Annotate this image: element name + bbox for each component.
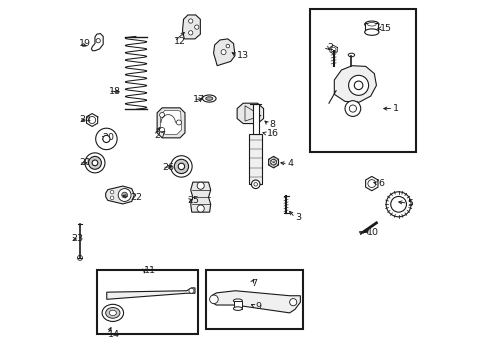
Ellipse shape xyxy=(109,310,117,316)
Ellipse shape xyxy=(233,299,243,302)
Polygon shape xyxy=(157,108,185,138)
Text: 15: 15 xyxy=(380,24,392,33)
Bar xyxy=(97,270,198,334)
Text: 7: 7 xyxy=(251,279,257,288)
Circle shape xyxy=(254,183,258,186)
Text: 3: 3 xyxy=(295,213,301,222)
Text: 12: 12 xyxy=(174,37,186,46)
Circle shape xyxy=(197,182,204,189)
Circle shape xyxy=(178,163,185,170)
Ellipse shape xyxy=(368,22,376,26)
Text: 4: 4 xyxy=(288,159,294,168)
Circle shape xyxy=(354,81,363,90)
Text: 21: 21 xyxy=(79,158,91,167)
Circle shape xyxy=(226,44,230,48)
Polygon shape xyxy=(214,39,235,66)
Circle shape xyxy=(197,205,204,212)
Circle shape xyxy=(118,189,131,202)
Circle shape xyxy=(160,112,165,117)
Text: 16: 16 xyxy=(267,129,278,138)
Circle shape xyxy=(251,180,260,189)
Circle shape xyxy=(189,31,193,35)
Text: 10: 10 xyxy=(367,228,378,237)
Ellipse shape xyxy=(202,95,216,102)
Ellipse shape xyxy=(102,304,123,321)
Circle shape xyxy=(176,120,181,125)
Circle shape xyxy=(77,255,82,260)
Circle shape xyxy=(110,196,114,200)
Bar xyxy=(249,134,262,184)
Circle shape xyxy=(89,157,101,169)
Text: 17: 17 xyxy=(193,95,205,104)
Polygon shape xyxy=(237,103,264,123)
Text: 27: 27 xyxy=(154,131,166,140)
Circle shape xyxy=(189,288,194,293)
Circle shape xyxy=(195,25,199,29)
Text: 9: 9 xyxy=(255,302,261,311)
Bar xyxy=(206,270,303,329)
Circle shape xyxy=(210,295,218,303)
Bar xyxy=(234,301,242,309)
Text: 25: 25 xyxy=(187,196,199,205)
Text: 11: 11 xyxy=(144,266,156,275)
Circle shape xyxy=(89,116,96,123)
Polygon shape xyxy=(212,291,300,313)
Circle shape xyxy=(290,298,297,306)
Text: 24: 24 xyxy=(79,116,91,125)
Text: 5: 5 xyxy=(408,199,414,208)
Circle shape xyxy=(96,128,117,150)
Circle shape xyxy=(189,19,193,23)
Circle shape xyxy=(270,159,276,165)
Circle shape xyxy=(85,153,105,173)
Circle shape xyxy=(349,105,356,112)
Circle shape xyxy=(92,160,98,166)
Text: 14: 14 xyxy=(107,330,120,339)
Text: 23: 23 xyxy=(72,234,84,243)
Polygon shape xyxy=(191,182,211,212)
Text: 6: 6 xyxy=(378,179,384,188)
Text: 8: 8 xyxy=(269,120,275,129)
Polygon shape xyxy=(107,288,195,299)
Text: 13: 13 xyxy=(237,51,249,60)
Polygon shape xyxy=(182,15,200,39)
Polygon shape xyxy=(161,111,181,134)
Ellipse shape xyxy=(206,97,213,100)
Circle shape xyxy=(331,47,336,52)
Circle shape xyxy=(122,192,127,198)
Circle shape xyxy=(345,101,361,116)
Bar xyxy=(253,104,259,134)
Ellipse shape xyxy=(233,307,243,310)
Text: 20: 20 xyxy=(102,133,114,142)
Circle shape xyxy=(174,159,189,174)
Ellipse shape xyxy=(348,53,355,57)
Ellipse shape xyxy=(365,29,379,35)
Circle shape xyxy=(103,135,110,143)
Circle shape xyxy=(171,156,192,177)
Text: 26: 26 xyxy=(162,163,174,172)
Ellipse shape xyxy=(106,307,120,318)
Ellipse shape xyxy=(365,21,379,27)
Text: 22: 22 xyxy=(130,193,142,202)
Circle shape xyxy=(348,75,368,95)
Circle shape xyxy=(110,190,114,194)
Text: 19: 19 xyxy=(79,39,91,48)
Polygon shape xyxy=(106,186,134,204)
Polygon shape xyxy=(269,157,278,168)
Bar xyxy=(310,9,416,152)
Circle shape xyxy=(391,197,407,212)
Circle shape xyxy=(221,50,226,55)
Circle shape xyxy=(368,180,376,188)
Polygon shape xyxy=(334,66,376,102)
Bar xyxy=(366,23,378,32)
Circle shape xyxy=(386,192,411,217)
Text: 1: 1 xyxy=(393,104,399,113)
Circle shape xyxy=(160,127,165,132)
Text: 2: 2 xyxy=(327,43,333,52)
Text: 18: 18 xyxy=(109,87,121,96)
